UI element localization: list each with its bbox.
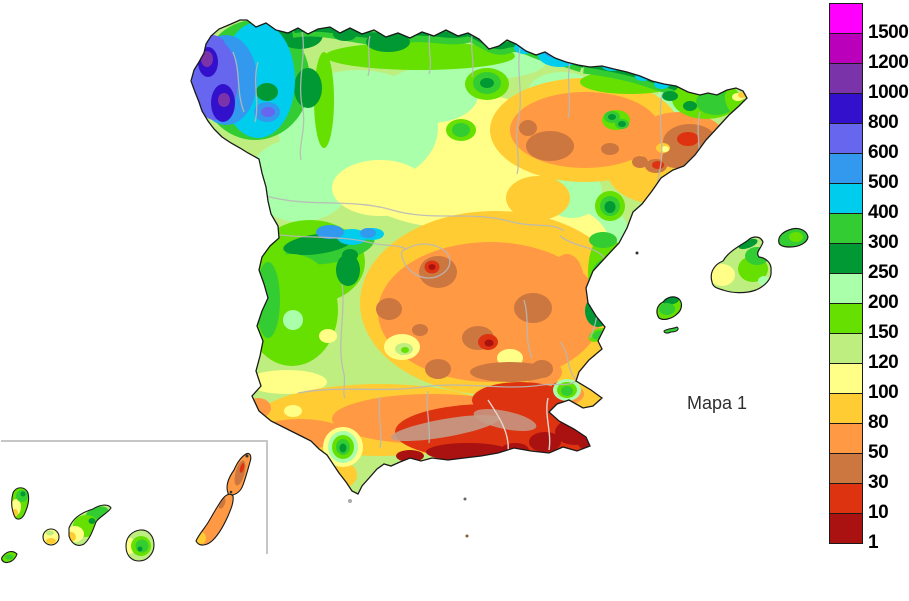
province-borders-light <box>487 397 551 453</box>
map-caption: Mapa 1 <box>687 393 748 413</box>
canary-islands-inset <box>1 440 268 564</box>
mainland-contours <box>191 20 747 494</box>
mainland-coastline <box>190 19 748 495</box>
balearic-islands <box>656 227 809 334</box>
inset-border <box>1 440 268 554</box>
sea-islets <box>348 251 639 538</box>
